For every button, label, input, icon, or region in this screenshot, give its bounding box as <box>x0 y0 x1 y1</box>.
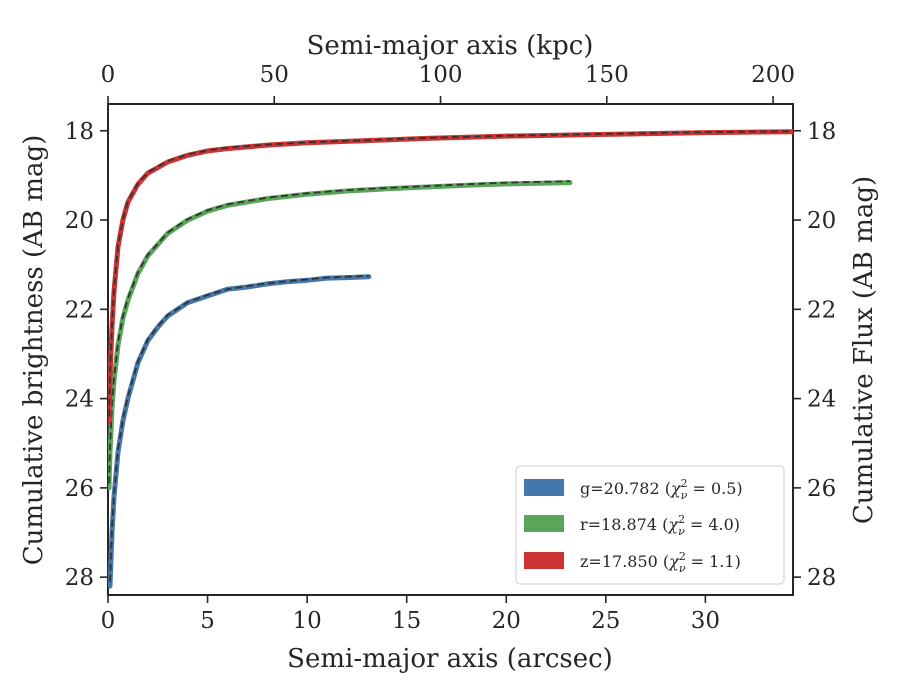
plot-frame <box>107 103 794 596</box>
legend: g=20.782 (χ2 ν = 0.5) r=18.874 (χ2 ν = 4.0… <box>515 465 785 585</box>
y-tick-label-1: 20 <box>65 208 94 234</box>
right-y-tick-label-1: 20 <box>807 208 836 234</box>
x-tick-label-2: 10 <box>292 608 321 634</box>
series-z-model <box>108 130 793 417</box>
x-tick-label-5: 25 <box>591 608 620 634</box>
y-tick-label-5: 28 <box>65 565 94 591</box>
right-y-axis-title: Cumulative Flux (AB mag) <box>849 176 879 524</box>
top-x-tick-label-1: 50 <box>260 62 289 88</box>
right-y-tick-label-3: 24 <box>807 387 836 413</box>
series-g-band <box>108 274 372 589</box>
x-tick-label-1: 5 <box>200 608 215 634</box>
right-y-tick-label-5: 28 <box>807 565 836 591</box>
x-tick-label-0: 0 <box>101 608 116 634</box>
right-y-tick-label-4: 26 <box>807 476 836 502</box>
y-tick-label-0: 18 <box>65 119 94 145</box>
y-axis-title: Cumulative brightness (AB mag) <box>19 135 49 566</box>
top-x-tick-label-2: 100 <box>419 62 463 88</box>
series-r-model <box>108 180 571 484</box>
legend-label-z: z=17.850 (χ2 ν = 1.1) <box>580 550 741 575</box>
ticks-layer: 0 5 10 15 20 25 30 0 50 100 150 200 18 18 20 20 22 22 24 24… <box>65 62 837 634</box>
x-axis-title: Semi-major axis (arcsec) <box>287 644 613 674</box>
x-tick-label-3: 15 <box>392 608 421 634</box>
top-x-tick-label-4: 200 <box>751 62 795 88</box>
x-tick-label-4: 20 <box>492 608 521 634</box>
series-layer <box>108 129 793 589</box>
series-r-band <box>108 180 573 491</box>
y-tick-label-3: 24 <box>65 387 94 413</box>
top-x-tick-label-3: 150 <box>585 62 629 88</box>
y-tick-label-2: 22 <box>65 297 94 323</box>
series-g-model <box>109 275 369 582</box>
y-tick-label-4: 26 <box>65 476 94 502</box>
x-tick-label-6: 30 <box>691 608 720 634</box>
right-y-tick-label-0: 18 <box>807 119 836 145</box>
legend-swatch-g <box>524 479 564 496</box>
legend-label-g: g=20.782 (χ2 ν = 0.5) <box>580 477 743 502</box>
right-y-tick-label-2: 22 <box>807 297 836 323</box>
top-x-axis-title: Semi-major axis (kpc) <box>307 31 594 61</box>
series-z-band <box>108 129 793 424</box>
top-x-tick-label-0: 0 <box>101 62 116 88</box>
legend-swatch-r <box>524 515 564 532</box>
legend-label-r: r=18.874 (χ2 ν = 4.0) <box>580 513 740 538</box>
legend-frame <box>515 465 785 585</box>
legend-swatch-z <box>524 552 564 569</box>
